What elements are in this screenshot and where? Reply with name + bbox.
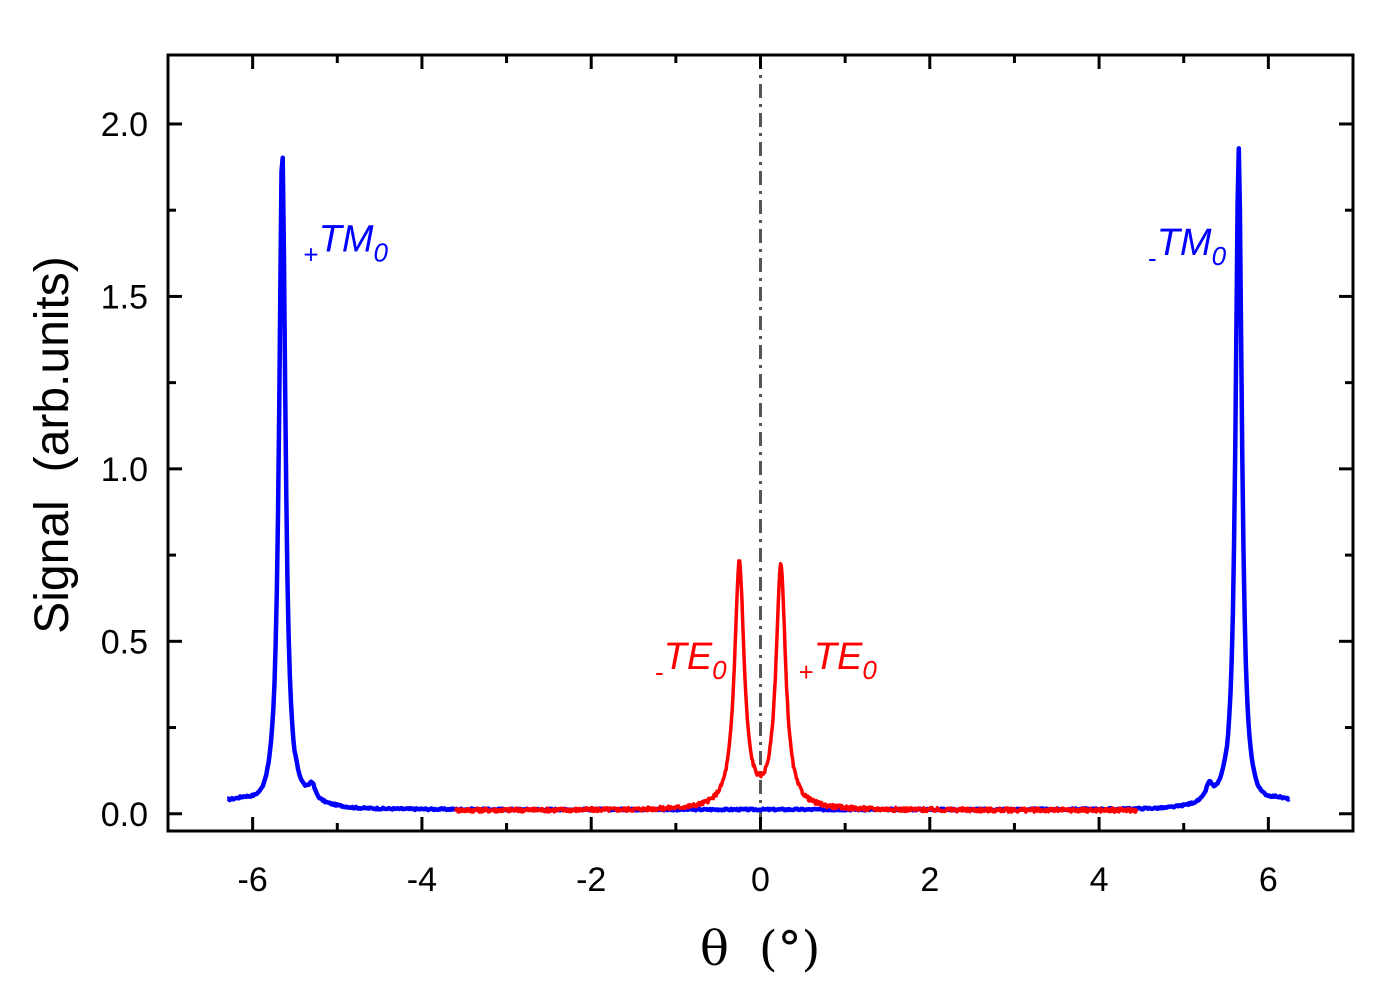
peak-annotations: +TM0 -TM0 -TE0 +TE0	[303, 219, 1226, 687]
x-tick-label: 4	[1090, 861, 1109, 899]
x-tick-label: 0	[751, 861, 770, 899]
y-tick-label: 2.0	[101, 106, 148, 144]
x-tick-label: -2	[576, 861, 606, 899]
y-axis-unit: (arb.units)	[26, 256, 79, 472]
y-tick-label: 1.5	[101, 278, 148, 316]
x-tick-label: -6	[238, 861, 268, 899]
x-tick-label: -4	[407, 861, 437, 899]
x-axis-title: θ (°)	[700, 921, 820, 977]
plot-area	[166, 53, 1355, 833]
x-tick-labels: -6 -4 -2 0 2 4 6	[238, 861, 1278, 899]
x-tick-label: 6	[1259, 861, 1278, 899]
series-group	[226, 146, 1291, 814]
y-tick-label: 0.5	[101, 623, 148, 661]
x-tick-label: 2	[920, 861, 939, 899]
y-tick-label: 0.0	[101, 796, 148, 834]
y-tick-labels: 0.0 0.5 1.0 1.5 2.0	[101, 106, 148, 834]
y-axis-title: Signal (arb.units)	[26, 256, 79, 634]
y-tick-label: 1.0	[101, 451, 148, 489]
y-axis-main: Signal	[26, 500, 79, 633]
peak-label-te: -TE0	[655, 636, 727, 687]
axis-ticks	[166, 55, 1355, 831]
x-axis-unit: (°)	[759, 921, 820, 977]
peak-label-tm: +TM0	[303, 219, 388, 270]
series-line-te	[454, 559, 1139, 814]
x-axis-symbol: θ	[700, 921, 729, 977]
peak-label-te: +TE0	[799, 636, 878, 687]
peak-label-tm: -TM0	[1148, 222, 1227, 273]
